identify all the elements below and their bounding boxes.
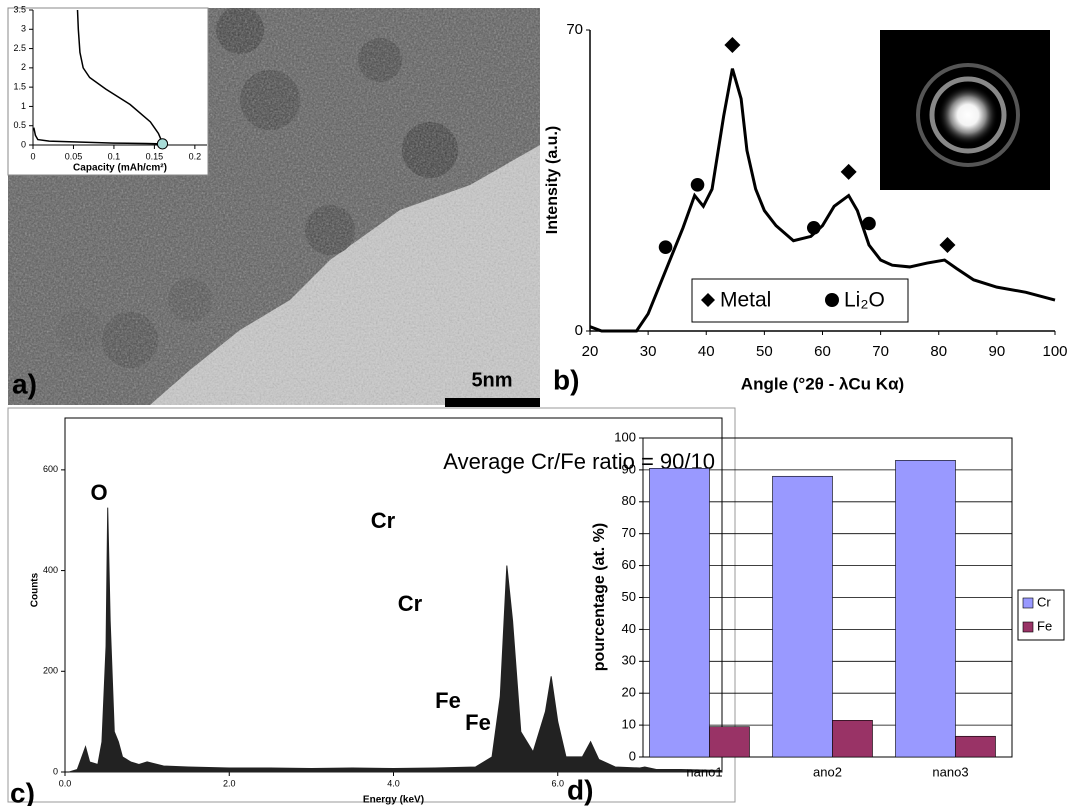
y-tick-label: 100 xyxy=(614,429,636,444)
diffraction-image xyxy=(880,30,1050,190)
y-axis-title: pourcentage (at. %) xyxy=(591,523,608,671)
x-tick-label: 0.15 xyxy=(146,151,164,161)
bar xyxy=(649,468,710,758)
tem-image xyxy=(8,8,540,405)
y-tick-label: 0 xyxy=(629,748,636,763)
legend-label: Metal xyxy=(720,289,771,312)
inset-background xyxy=(7,7,209,176)
legend-label: Cr xyxy=(1037,594,1051,609)
x-tick-label: 40 xyxy=(698,343,715,360)
marker xyxy=(690,178,705,192)
marker xyxy=(862,216,876,231)
marker xyxy=(724,37,741,54)
legend-label: Li₂O xyxy=(844,289,885,312)
y-tick-label: 1 xyxy=(21,101,26,111)
peak-label: Cr xyxy=(398,591,423,616)
panel-label: c) xyxy=(10,777,35,806)
y-axis-title: Counts xyxy=(30,572,41,607)
line xyxy=(589,68,1056,333)
y-tick-label: 200 xyxy=(43,666,58,676)
scale-bar-label: 5nm xyxy=(471,369,512,391)
panel-label: b) xyxy=(553,364,579,395)
legend-marker xyxy=(825,293,839,307)
x-tick-label: 60 xyxy=(814,343,831,360)
y-tick-label: 70 xyxy=(622,525,636,540)
y-axis-title: Intensity (a.u.) xyxy=(544,126,561,234)
x-tick-label: 50 xyxy=(756,343,773,360)
y-tick-label: 2.5 xyxy=(13,43,26,53)
legend-swatch xyxy=(1022,621,1034,633)
x-tick-label: 2.0 xyxy=(223,778,236,788)
y-tick-label: 0 xyxy=(21,139,26,149)
peak-label: O xyxy=(90,480,107,505)
panel-label: d) xyxy=(567,774,593,805)
x-tick-label: 20 xyxy=(582,343,599,360)
bar xyxy=(895,460,956,758)
x-axis-title: Angle (°2θ - λCu Kα) xyxy=(741,374,904,393)
y-tick-label: 600 xyxy=(43,464,58,474)
y-tick-label: 1.5 xyxy=(13,82,26,92)
x-axis-title: Energy (keV) xyxy=(363,795,424,806)
bar xyxy=(709,726,750,758)
bar xyxy=(832,720,873,758)
x-tick-label: nano1 xyxy=(686,764,722,779)
y-tick-label: 0 xyxy=(53,766,58,776)
marker xyxy=(156,138,169,150)
x-tick-label: nano3 xyxy=(932,764,968,779)
legend-label: Fe xyxy=(1037,618,1052,633)
x-tick-label: 4.0 xyxy=(387,778,400,788)
x-tick-label: 30 xyxy=(640,343,657,360)
legend-swatch xyxy=(1022,597,1034,609)
y-tick-label: 10 xyxy=(622,717,636,732)
y-tick-label: 90 xyxy=(622,461,636,476)
x-tick-label: 0.2 xyxy=(189,151,202,161)
peak-label: Fe xyxy=(435,688,461,713)
x-axis-title: Capacity (mAh/cm²) xyxy=(73,163,167,174)
y-tick-label: 400 xyxy=(43,565,58,575)
peak-label: Cr xyxy=(371,508,396,533)
y-tick-label: 50 xyxy=(622,589,636,604)
bar xyxy=(955,735,996,758)
legend-marker xyxy=(701,293,715,307)
x-tick-label: 90 xyxy=(989,343,1006,360)
peak-label: Fe xyxy=(465,710,491,735)
bar xyxy=(772,475,833,758)
x-tick-label: 70 xyxy=(872,343,889,360)
y-tick-label: 30 xyxy=(622,653,636,668)
y-tick-label: 70 xyxy=(566,21,583,38)
y-tick-label: 20 xyxy=(622,685,636,700)
scale-bar xyxy=(445,398,540,407)
x-tick-label: 0.1 xyxy=(108,151,121,161)
legend-box xyxy=(691,278,909,323)
y-tick-label: 0 xyxy=(575,322,583,339)
x-tick-label: 80 xyxy=(930,343,947,360)
panel-label: a) xyxy=(12,368,37,399)
y-tick-label: 80 xyxy=(622,493,636,508)
x-tick-label: 6.0 xyxy=(551,778,564,788)
marker xyxy=(658,240,673,254)
marker xyxy=(840,163,857,180)
y-tick-label: 3.5 xyxy=(13,4,26,14)
panel-frame xyxy=(7,407,736,803)
y-tick-label: 60 xyxy=(622,557,636,572)
y-tick-label: 0.5 xyxy=(13,120,26,130)
marker xyxy=(806,221,821,235)
marker xyxy=(939,237,956,253)
x-tick-label: 0.05 xyxy=(65,151,83,161)
x-tick-label: ano2 xyxy=(813,764,842,779)
spectrum xyxy=(68,507,723,773)
x-tick-label: 0.0 xyxy=(59,778,72,788)
y-tick-label: 2 xyxy=(21,62,26,72)
y-tick-label: 40 xyxy=(622,621,636,636)
line xyxy=(76,9,164,144)
x-tick-label: 0 xyxy=(30,151,35,161)
x-tick-label: 100 xyxy=(1042,343,1067,360)
y-tick-label: 3 xyxy=(21,24,26,34)
line xyxy=(33,127,163,145)
